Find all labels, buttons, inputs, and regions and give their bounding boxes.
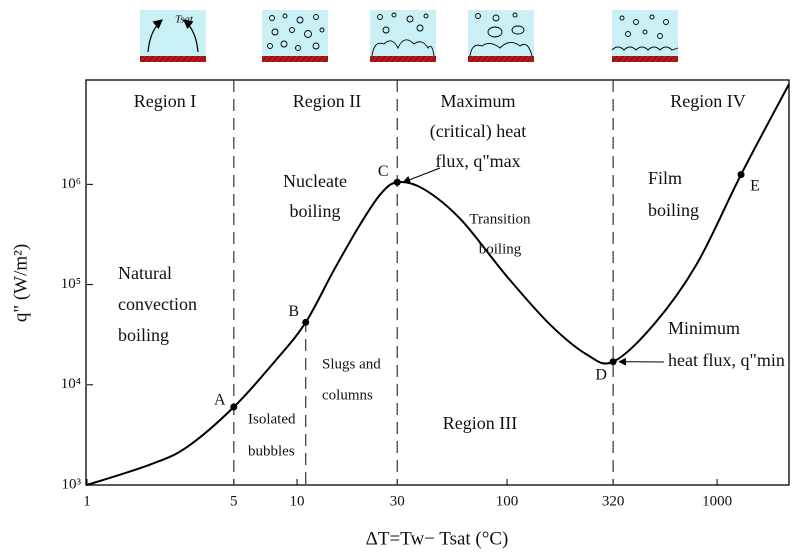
x-tick-label: 10 [290,493,305,509]
annotation: heat flux, q"min [668,350,785,370]
arrow [402,167,441,184]
point-label: E [750,177,760,194]
annotation: boiling [118,325,169,345]
y-tick-label: 10³ [62,476,82,492]
annotation: bubbles [248,443,295,459]
annotation: boiling [289,201,340,221]
annotation: flux, q"max [435,151,520,171]
icon-slugs [370,10,436,62]
icon-film [611,10,679,62]
annotation: Region III [443,413,517,433]
x-tick-label: 1000 [702,493,732,509]
plot-frame [85,79,790,486]
annotation: Film [648,168,682,188]
icon-transition [468,10,534,62]
y-tick-label: 10⁴ [61,376,81,392]
annotation: convection [118,294,197,314]
point-label: A [214,392,226,409]
point-label: D [595,366,607,383]
point [230,403,238,411]
point-label: B [288,303,299,320]
annotation: Natural [118,263,172,283]
annotation: boiling [648,200,699,220]
boiling-curve [86,83,790,486]
x-axis-label: ΔT=Tw− Tsat (°C) [366,528,509,549]
annotation: Region IV [670,91,746,111]
regime-icons: Tsat [140,10,679,62]
point [393,178,401,186]
x-tick-label: 320 [602,493,625,509]
x-tick-label: 30 [390,493,405,509]
point [609,358,617,366]
y-tick-label: 10⁵ [61,276,81,292]
annotation: Minimum [668,318,740,338]
point [737,171,745,179]
annotation: boiling [479,241,522,257]
annotation: (critical) heat [430,121,526,142]
annotation: Region I [134,91,197,111]
x-tick-label: 1 [83,493,91,509]
annotation: Nucleate [283,171,347,191]
icon-label: Tsat [175,14,194,26]
icon-isolated [262,10,328,62]
annotation: Slugs and [322,356,381,372]
y-tick-label: 10⁶ [61,176,81,192]
annotation: Maximum [441,91,516,111]
annotation: Transition [469,211,531,227]
annotation: columns [322,387,373,403]
point [302,318,310,326]
annotation: Isolated [248,411,296,427]
x-tick-label: 5 [230,493,238,509]
icon-natural: Tsat [140,10,206,62]
y-axis-label: q" (W/m²) [10,244,31,322]
x-tick-label: 100 [496,493,519,509]
annotation: Region II [293,91,361,111]
point-label: C [378,163,389,180]
